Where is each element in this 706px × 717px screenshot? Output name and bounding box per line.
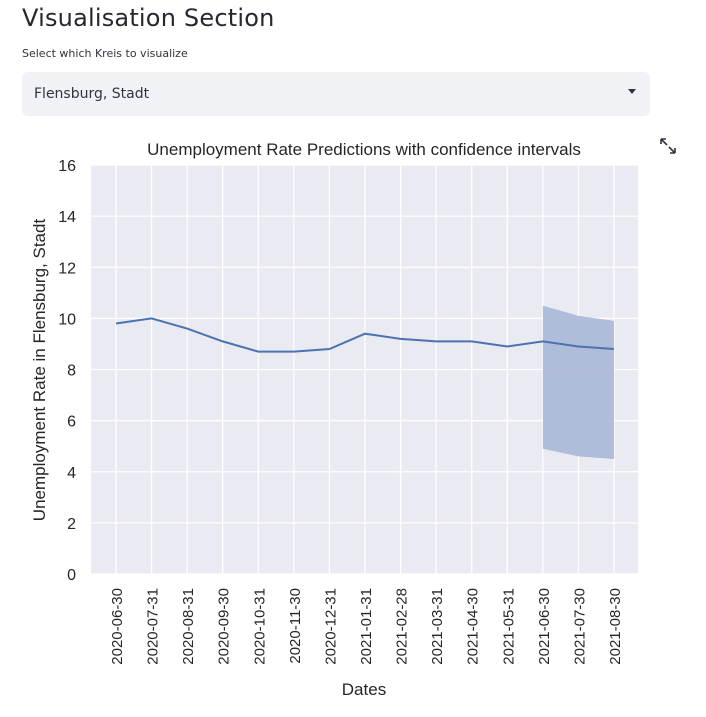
x-tick-label: 2021-08-30 — [607, 588, 624, 665]
confidence-band — [543, 306, 614, 459]
chart-title: Unemployment Rate Predictions with confi… — [147, 140, 581, 159]
y-tick-label: 14 — [58, 209, 76, 226]
x-tick-label: 2021-07-30 — [571, 588, 588, 665]
kreis-select-label: Select which Kreis to visualize — [22, 47, 188, 60]
x-tick-label: 2020-10-31 — [251, 588, 268, 665]
y-tick-label: 10 — [58, 311, 76, 328]
y-tick-label: 6 — [67, 414, 76, 431]
x-tick-label: 2020-07-31 — [145, 588, 162, 665]
unemployment-chart: 0 2 4 6 8 10 12 14 16 2020-06-30 2020-07-31 2020-0… — [0, 128, 706, 713]
x-tick-label: 2021-06-30 — [536, 588, 553, 665]
y-tick-label: 8 — [67, 363, 76, 380]
x-tick-label: 2020-09-30 — [216, 588, 233, 665]
x-axis-label: Dates — [342, 680, 386, 699]
y-tick-label: 2 — [67, 516, 76, 533]
y-tick-label: 12 — [58, 260, 76, 277]
page-title: Visualisation Section — [22, 4, 275, 32]
kreis-select-value: Flensburg, Stadt — [34, 86, 149, 102]
chart-container: 0 2 4 6 8 10 12 14 16 2020-06-30 2020-07-31 2020-0… — [0, 128, 706, 713]
y-tick-label: 4 — [67, 465, 76, 482]
x-tick-label: 2021-05-31 — [500, 588, 517, 665]
x-tick-label: 2021-04-30 — [465, 588, 482, 665]
y-axis-label: Unemployment Rate in Flensburg, Stadt — [30, 219, 49, 522]
y-tick-label: 16 — [58, 158, 76, 175]
chevron-down-icon[interactable] — [628, 89, 636, 94]
x-tick-label: 2021-02-28 — [394, 588, 411, 665]
x-tick-label: 2021-01-31 — [358, 588, 375, 665]
x-tick-label: 2020-12-31 — [322, 588, 339, 665]
x-tick-label: 2020-06-30 — [109, 588, 126, 665]
x-tick-label: 2021-03-31 — [429, 588, 446, 665]
y-tick-label: 0 — [67, 567, 76, 584]
x-tick-label: 2020-11-30 — [287, 588, 304, 664]
x-tick-label: 2020-08-31 — [180, 588, 197, 665]
kreis-select[interactable]: Flensburg, Stadt — [22, 72, 650, 116]
